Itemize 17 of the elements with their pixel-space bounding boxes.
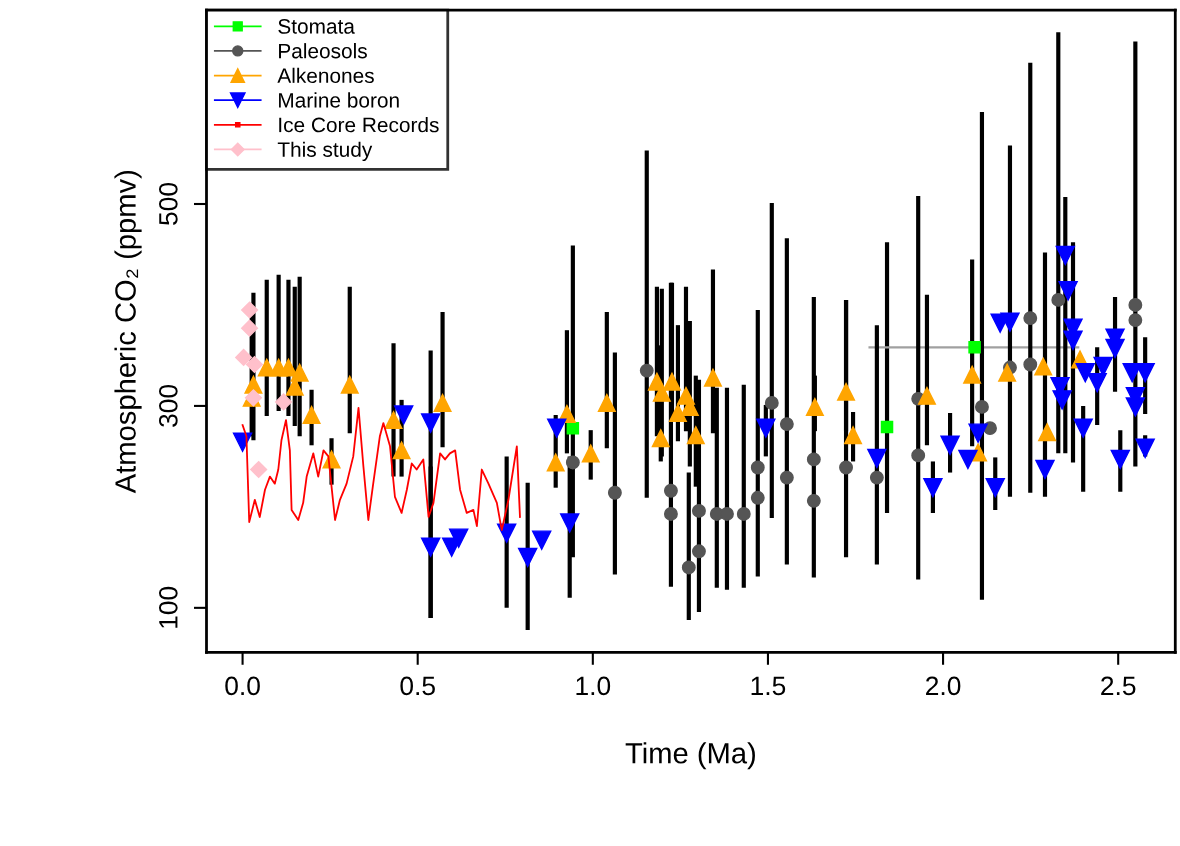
y-tick-label: 500 bbox=[158, 183, 178, 225]
x-tick-label: 2.0 bbox=[926, 676, 961, 696]
x-tick-label: 0.5 bbox=[400, 676, 435, 696]
legend-label: Paleosols bbox=[279, 43, 367, 59]
x-tick-label: 0.0 bbox=[225, 676, 260, 696]
x-tick-label: 1.5 bbox=[751, 676, 786, 696]
y-tick-label: 100 bbox=[158, 586, 178, 628]
y-tick-label: 300 bbox=[158, 384, 178, 427]
x-axis-title: Time (Ma) bbox=[625, 742, 755, 770]
y-axis-title: Atmospheric CO₂ (ppmv) bbox=[114, 170, 142, 494]
legend-label: Stomata bbox=[278, 19, 355, 34]
x-tick-label: 2.5 bbox=[1101, 676, 1136, 696]
x-tick-label: 1.0 bbox=[576, 676, 611, 696]
legend-label: This study bbox=[277, 141, 373, 162]
legend-label: Ice Core Records bbox=[279, 117, 439, 133]
legend-label: Marine boron bbox=[279, 92, 399, 108]
legend-label: Alkenones bbox=[277, 67, 374, 84]
